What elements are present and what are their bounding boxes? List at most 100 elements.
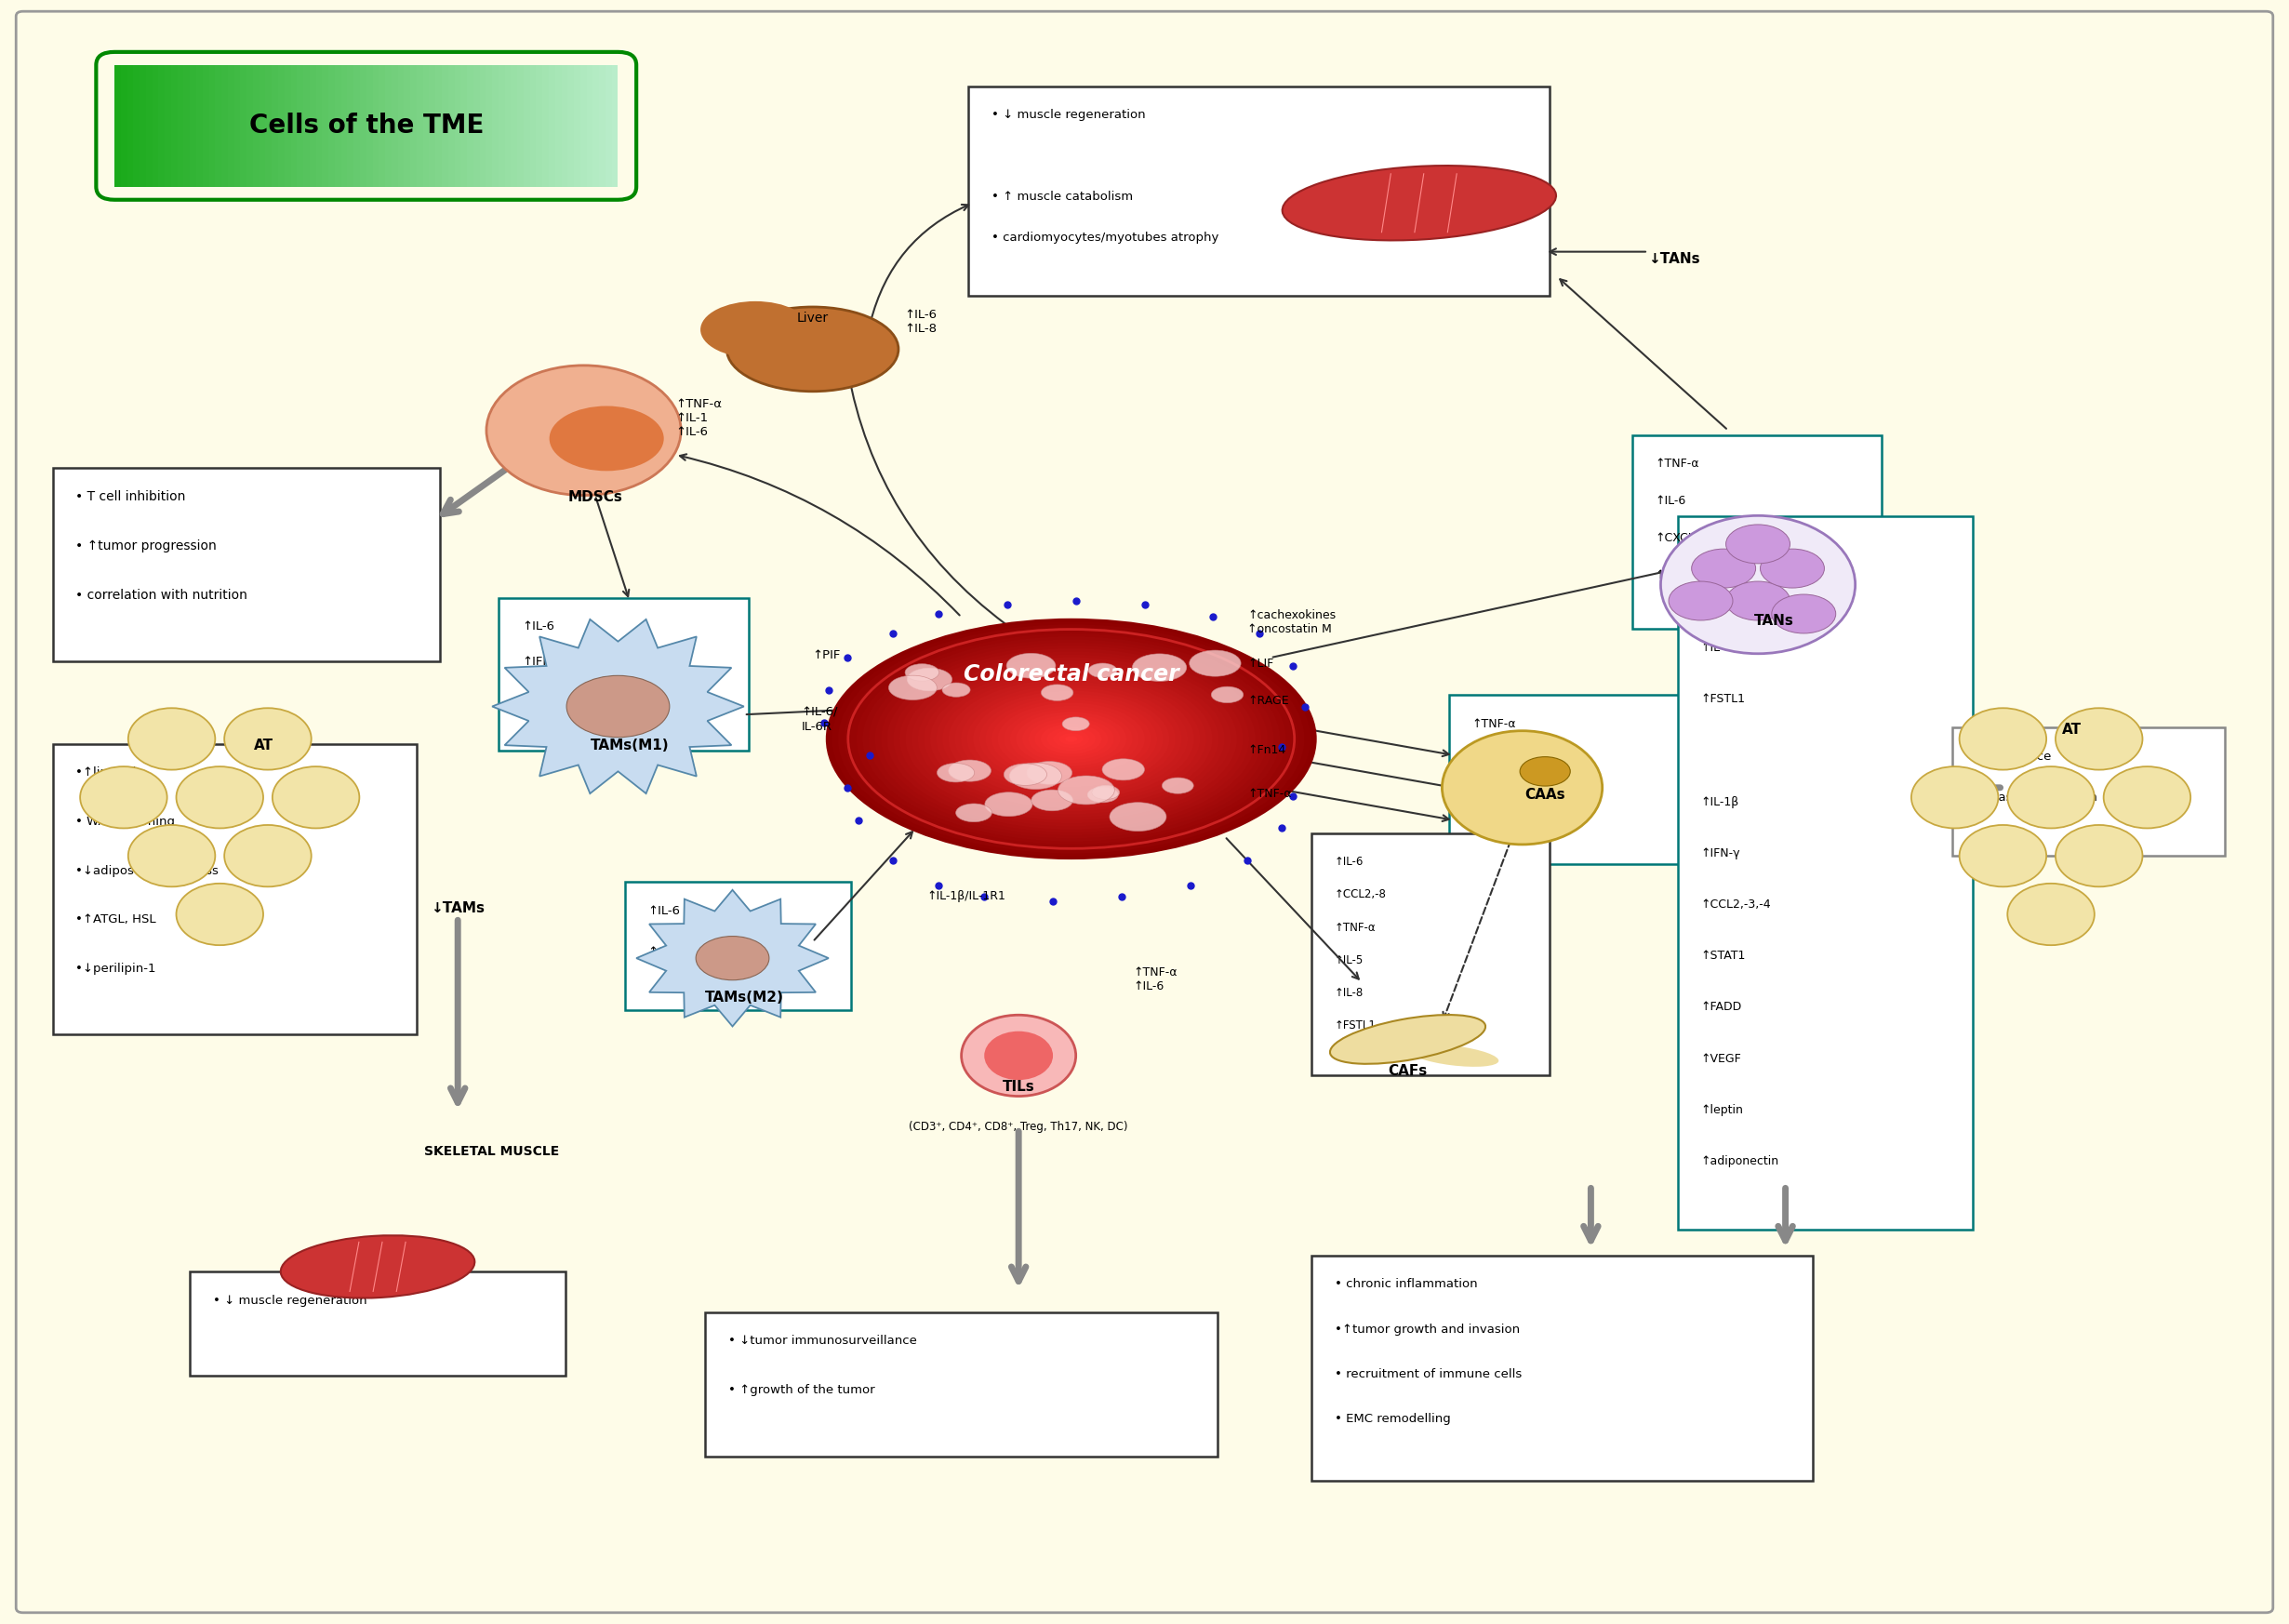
- Ellipse shape: [1007, 653, 1055, 679]
- Text: ↑IL-6/
IL-6R: ↑IL-6/ IL-6R: [801, 706, 838, 732]
- Bar: [140, 65, 146, 187]
- Ellipse shape: [224, 825, 311, 887]
- Text: • cardiomyocytes/myotubes atrophy: • cardiomyocytes/myotubes atrophy: [991, 232, 1218, 244]
- Text: ↑IL-6: ↑IL-6: [1701, 591, 1733, 603]
- Ellipse shape: [849, 630, 1293, 848]
- FancyBboxPatch shape: [1678, 516, 1973, 1229]
- Text: TILs: TILs: [1003, 1080, 1035, 1095]
- Ellipse shape: [893, 651, 1250, 827]
- Text: • ↑growth of the tumor: • ↑growth of the tumor: [728, 1384, 874, 1397]
- Bar: [330, 65, 334, 187]
- Bar: [549, 65, 554, 187]
- FancyBboxPatch shape: [705, 1312, 1218, 1457]
- Ellipse shape: [1028, 718, 1115, 760]
- Text: ↑IL-6: ↑IL-6: [522, 620, 554, 632]
- Ellipse shape: [1009, 708, 1133, 770]
- Text: ↑IL-8: ↑IL-8: [1472, 780, 1504, 791]
- Bar: [435, 65, 442, 187]
- Text: ↑IL-1β: ↑IL-1β: [1701, 796, 1740, 809]
- Bar: [183, 65, 190, 187]
- Bar: [568, 65, 575, 187]
- Bar: [391, 65, 398, 187]
- Ellipse shape: [128, 708, 215, 770]
- Text: Liver: Liver: [797, 312, 829, 325]
- Ellipse shape: [1408, 1044, 1499, 1067]
- Ellipse shape: [1028, 762, 1071, 784]
- Bar: [233, 65, 240, 187]
- Ellipse shape: [1058, 776, 1115, 804]
- Ellipse shape: [984, 1031, 1053, 1080]
- Text: ↑RAGE: ↑RAGE: [1248, 695, 1289, 706]
- FancyBboxPatch shape: [625, 882, 852, 1010]
- Text: CAAs: CAAs: [1524, 788, 1566, 802]
- Text: Cells of the TME: Cells of the TME: [250, 112, 483, 140]
- Bar: [201, 65, 208, 187]
- Ellipse shape: [1092, 786, 1119, 799]
- Text: ↑IL-6: ↑IL-6: [1472, 749, 1504, 760]
- Ellipse shape: [957, 804, 991, 822]
- Text: ↑TNF-α: ↑TNF-α: [1655, 458, 1698, 469]
- Ellipse shape: [838, 624, 1305, 854]
- Bar: [554, 65, 561, 187]
- Text: MDSCs: MDSCs: [568, 490, 623, 505]
- Bar: [460, 65, 467, 187]
- FancyBboxPatch shape: [190, 1272, 565, 1376]
- Text: • T cell inhibition: • T cell inhibition: [76, 490, 185, 503]
- Bar: [126, 65, 133, 187]
- Bar: [506, 65, 510, 187]
- Ellipse shape: [1726, 581, 1790, 620]
- Bar: [208, 65, 215, 187]
- Bar: [510, 65, 517, 187]
- Ellipse shape: [826, 619, 1316, 859]
- Text: ↑Fn14: ↑Fn14: [1248, 744, 1286, 755]
- Text: ↑leptin: ↑leptin: [1701, 1104, 1744, 1116]
- Text: ↑FSTL1: ↑FSTL1: [1472, 810, 1518, 822]
- FancyBboxPatch shape: [499, 598, 749, 750]
- Bar: [611, 65, 618, 187]
- Ellipse shape: [2007, 767, 2094, 828]
- Ellipse shape: [1032, 789, 1074, 810]
- Ellipse shape: [1133, 654, 1186, 682]
- Text: TAMs(M2): TAMs(M2): [705, 991, 783, 1005]
- Bar: [524, 65, 529, 187]
- Ellipse shape: [1772, 594, 1836, 633]
- FancyBboxPatch shape: [1312, 1255, 1813, 1481]
- Ellipse shape: [1103, 758, 1144, 780]
- Ellipse shape: [1190, 650, 1241, 676]
- Text: • ↓ muscle regeneration: • ↓ muscle regeneration: [213, 1294, 366, 1306]
- Bar: [240, 65, 247, 187]
- Ellipse shape: [1662, 516, 1854, 653]
- Ellipse shape: [1041, 724, 1101, 754]
- Ellipse shape: [128, 825, 215, 887]
- Bar: [366, 65, 373, 187]
- Ellipse shape: [888, 648, 1254, 830]
- Text: ↑TNF-α
↑IL-1
↑IL-6: ↑TNF-α ↑IL-1 ↑IL-6: [675, 398, 721, 438]
- Text: •↓perilipin-1: •↓perilipin-1: [76, 963, 156, 974]
- Ellipse shape: [998, 703, 1144, 775]
- Text: • imbalance: • imbalance: [1975, 750, 2051, 762]
- Bar: [449, 65, 453, 187]
- Bar: [442, 65, 449, 187]
- Ellipse shape: [282, 1236, 474, 1298]
- Bar: [222, 65, 229, 187]
- Ellipse shape: [955, 682, 1188, 796]
- Text: ↑TNF-α: ↑TNF-α: [1248, 788, 1291, 799]
- Ellipse shape: [845, 627, 1298, 851]
- Text: •↓adipose tissue mass: •↓adipose tissue mass: [76, 864, 220, 877]
- Text: TANs: TANs: [1753, 614, 1795, 628]
- Ellipse shape: [1669, 581, 1733, 620]
- Bar: [151, 65, 158, 187]
- Text: (CD3⁺, CD4⁺, CD8⁺, Treg, Th17, NK, DC): (CD3⁺, CD4⁺, CD8⁺, Treg, Th17, NK, DC): [909, 1121, 1128, 1132]
- Ellipse shape: [984, 793, 1032, 817]
- Ellipse shape: [831, 622, 1312, 856]
- Ellipse shape: [1062, 718, 1090, 731]
- Bar: [247, 65, 252, 187]
- Ellipse shape: [176, 767, 263, 828]
- Text: ↓TAMs: ↓TAMs: [430, 901, 485, 916]
- Ellipse shape: [918, 664, 1225, 814]
- Bar: [291, 65, 298, 187]
- Bar: [581, 65, 586, 187]
- Text: • chronic inflammation: • chronic inflammation: [1334, 1278, 1476, 1289]
- Bar: [179, 65, 183, 187]
- Ellipse shape: [1110, 802, 1167, 831]
